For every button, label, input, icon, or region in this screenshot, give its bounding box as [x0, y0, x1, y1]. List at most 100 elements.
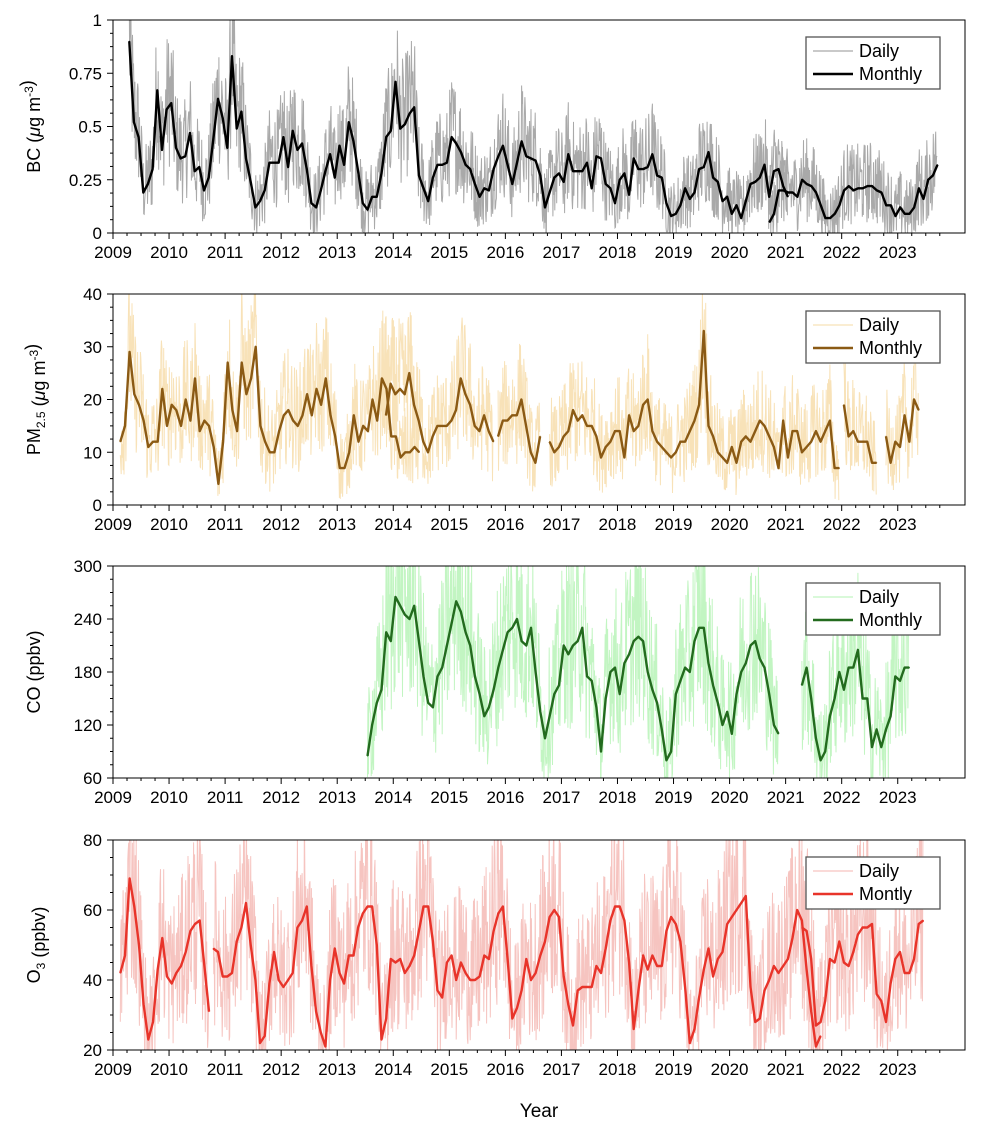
daily-line-2	[385, 312, 494, 484]
monthly-point	[684, 986, 686, 988]
monthly-point	[586, 162, 588, 164]
monthly-point	[553, 177, 555, 179]
monthly-point	[306, 905, 308, 908]
monthly-point	[283, 414, 285, 416]
monthly-point	[651, 689, 654, 691]
monthly-point	[413, 954, 415, 957]
monthly-point	[862, 926, 864, 929]
monthly-point	[138, 404, 140, 406]
monthly-point	[315, 388, 318, 390]
monthly-point	[609, 671, 612, 673]
monthly-point	[474, 675, 476, 678]
monthly-point	[511, 1017, 513, 1020]
monthly-point	[899, 951, 901, 953]
monthly-point	[357, 441, 360, 443]
monthly-point	[577, 989, 579, 992]
x-tick-label: 2019	[655, 243, 693, 262]
monthly-point	[572, 409, 574, 411]
legend-label-daily: Daily	[859, 41, 899, 61]
monthly-point	[796, 430, 798, 432]
monthly-point	[595, 965, 598, 967]
monthly-point	[329, 414, 332, 416]
monthly-point	[460, 377, 462, 379]
y-tick-label: 60	[83, 901, 102, 920]
monthly-point	[343, 164, 345, 166]
monthly-point	[862, 697, 864, 700]
monthly-point	[129, 877, 131, 880]
legend: Daily Monthly	[805, 310, 941, 364]
monthly-point	[824, 1000, 826, 1002]
monthly-point	[189, 420, 191, 422]
monthly-point	[502, 145, 504, 147]
monthly-point	[516, 414, 518, 416]
monthly-point	[493, 168, 495, 170]
y-axis-title: CO (ppbv)	[24, 630, 44, 713]
monthly-point	[553, 693, 555, 695]
monthly-point	[642, 954, 644, 957]
monthly-point	[329, 979, 331, 981]
monthly-point	[488, 189, 490, 191]
monthly-point	[754, 181, 756, 183]
monthly-point	[549, 916, 551, 918]
monthly-point	[754, 430, 756, 432]
monthly-point	[250, 944, 252, 946]
monthly-point	[156, 89, 158, 91]
monthly-point	[918, 187, 920, 189]
monthly-point	[628, 961, 630, 964]
monthly-point	[198, 166, 200, 168]
monthly-point	[815, 430, 817, 432]
monthly-point	[563, 435, 565, 437]
daily-line-3	[497, 343, 541, 492]
monthly-point	[904, 667, 906, 669]
x-tick-label: 2016	[486, 515, 524, 534]
monthly-point	[815, 191, 817, 194]
monthly-point	[768, 435, 770, 437]
monthly-point	[689, 1042, 691, 1044]
monthly-point	[703, 968, 705, 971]
monthly-point	[614, 905, 616, 908]
monthly-point	[399, 605, 401, 607]
monthly-point	[768, 221, 771, 223]
monthly-point	[455, 409, 457, 411]
monthly-point	[563, 975, 565, 978]
x-tick-label: 2022	[823, 788, 861, 807]
monthly-point	[296, 926, 298, 929]
monthly-point	[773, 213, 775, 215]
monthly-point	[432, 435, 434, 437]
y-tick-label: 0	[93, 224, 102, 243]
monthly-point	[143, 1003, 145, 1006]
monthly-point	[623, 919, 626, 922]
monthly-point	[899, 206, 901, 208]
monthly-point	[226, 147, 228, 149]
monthly-point	[876, 993, 878, 995]
monthly-point	[212, 138, 214, 140]
monthly-point	[157, 968, 159, 971]
monthly-point	[544, 206, 546, 208]
monthly-point	[661, 177, 663, 179]
monthly-point	[520, 398, 523, 401]
monthly-point	[325, 377, 327, 379]
monthly-point	[731, 733, 733, 735]
monthly-point	[922, 919, 924, 922]
monthly-point	[530, 451, 532, 453]
monthly-point	[782, 420, 784, 422]
monthly-point	[558, 684, 560, 686]
x-tick-label: 2022	[823, 515, 861, 534]
monthly-point	[152, 441, 154, 443]
monthly-point	[502, 420, 504, 422]
monthly-point	[376, 702, 378, 704]
monthly-point	[530, 157, 532, 159]
monthly-point	[637, 989, 640, 992]
monthly-point	[301, 919, 303, 922]
y-tick-label: 40	[83, 285, 102, 304]
monthly-point	[796, 909, 798, 911]
monthly-point	[740, 902, 742, 904]
monthly-point	[876, 728, 878, 731]
monthly-point	[268, 982, 270, 985]
monthly-point	[726, 711, 728, 713]
monthly-point	[792, 191, 794, 194]
y-axis-title: BC (μg m-3)	[17, 80, 44, 173]
monthly-point	[362, 912, 364, 915]
x-axis: 2009 2010 2011 2012 2013 2014 2015 2016 2017 2018…	[94, 233, 941, 262]
monthly-point	[124, 954, 126, 957]
